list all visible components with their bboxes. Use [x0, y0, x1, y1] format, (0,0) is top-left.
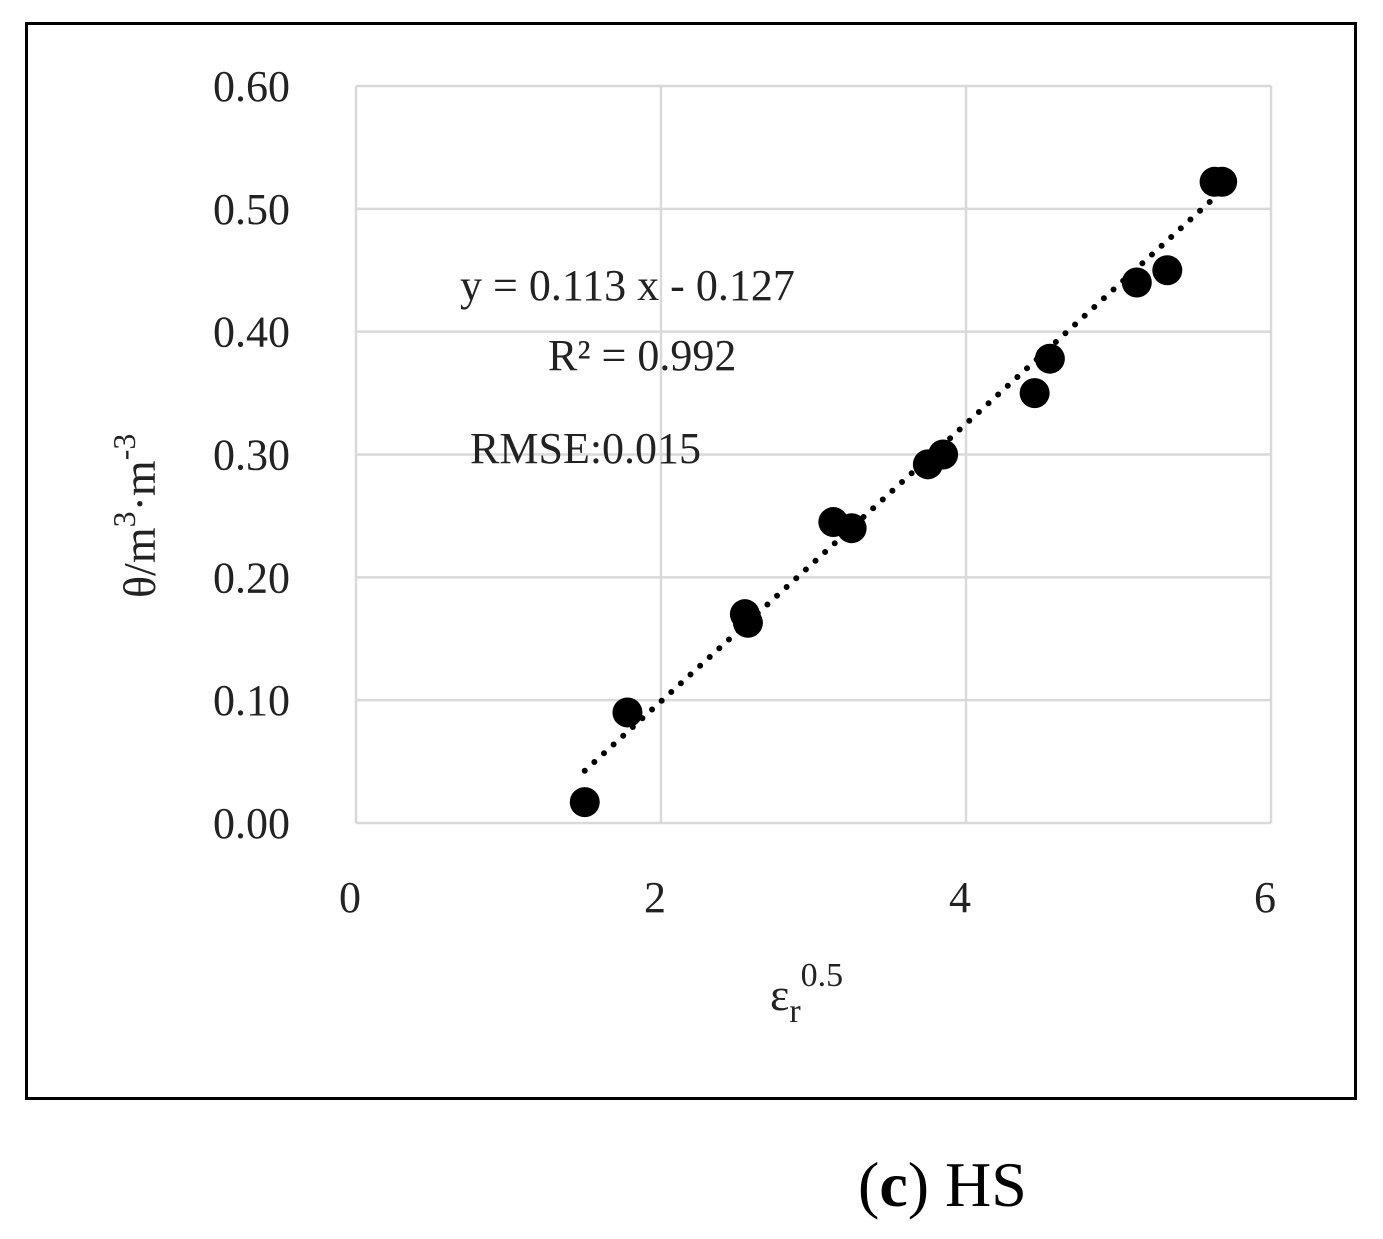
- data-point: [569, 787, 600, 818]
- data-point: [732, 607, 763, 638]
- y-tick-label: 0.40: [213, 308, 290, 357]
- x-tick-label: 6: [1254, 873, 1276, 922]
- y-tick-labels: 0.00 0.10 0.20 0.30 0.40 0.50 0.60: [213, 62, 290, 848]
- x-axis-label: εr0.5: [770, 957, 843, 1030]
- y-tick-label: 0.00: [213, 799, 290, 848]
- y-tick-label: 0.50: [213, 185, 290, 234]
- data-point: [928, 439, 959, 470]
- y-tick-label: 0.10: [213, 676, 290, 725]
- x-tick-label: 2: [644, 873, 666, 922]
- y-axis-label: θ/m3·m-3: [106, 434, 165, 598]
- trendline-path: [581, 187, 1226, 774]
- chart-frame: [25, 22, 1357, 1100]
- trendline: [581, 187, 1226, 774]
- equation-annotation: y = 0.113 x - 0.127: [460, 261, 795, 310]
- data-point: [1152, 255, 1183, 286]
- data-point: [836, 513, 867, 544]
- data-point: [1019, 378, 1050, 409]
- x-tick-label: 0: [339, 873, 361, 922]
- r-squared-annotation: R² = 0.992: [548, 331, 736, 380]
- data-points: [569, 166, 1238, 818]
- y-tick-label: 0.60: [213, 62, 290, 111]
- figure-caption: (c) HS: [858, 1149, 1027, 1220]
- data-point: [1207, 166, 1238, 197]
- data-point: [1121, 267, 1152, 298]
- data-point: [1034, 343, 1065, 374]
- x-tick-labels: 0 2 4 6: [339, 873, 1276, 922]
- x-tick-label: 4: [949, 873, 971, 922]
- y-tick-label: 0.30: [213, 431, 290, 480]
- data-point: [612, 697, 643, 728]
- y-tick-label: 0.20: [213, 553, 290, 602]
- rmse-annotation: RMSE:0.015: [470, 424, 701, 473]
